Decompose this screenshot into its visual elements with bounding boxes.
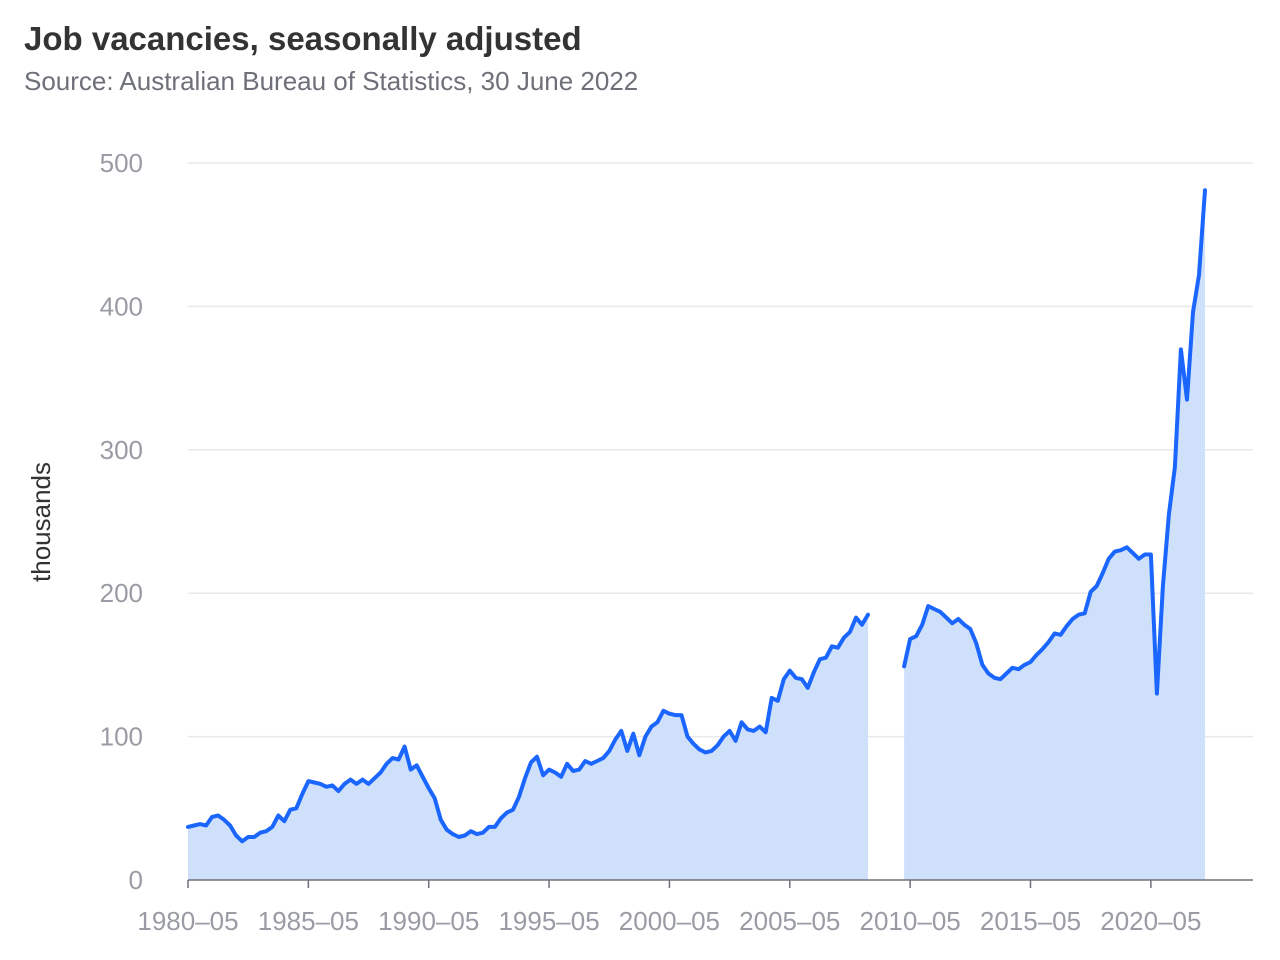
line-segment-2 bbox=[902, 188, 1207, 696]
y-axis-ticks: 0 100 200 300 400 500 bbox=[100, 148, 143, 895]
x-tick-label: 2015–05 bbox=[980, 906, 1081, 936]
y-tick-label: 0 bbox=[129, 865, 143, 895]
x-tick-label: 1990–05 bbox=[378, 906, 479, 936]
x-axis bbox=[187, 879, 1253, 888]
series-line bbox=[186, 188, 1207, 844]
y-tick-label: 200 bbox=[100, 578, 143, 608]
area-fill bbox=[188, 190, 1205, 880]
y-tick-label: 100 bbox=[100, 722, 143, 752]
y-tick-label: 400 bbox=[100, 291, 143, 321]
grid-lines bbox=[188, 162, 1253, 738]
chart-subtitle: Source: Australian Bureau of Statistics,… bbox=[24, 66, 639, 96]
chart-title: Job vacancies, seasonally adjusted bbox=[24, 20, 582, 57]
x-tick-label: 2000–05 bbox=[619, 906, 720, 936]
x-tick-label: 2010–05 bbox=[860, 906, 961, 936]
x-axis-ticks: 1980–05 1985–05 1990–05 1995–05 2000–05 2005–… bbox=[137, 906, 1201, 936]
x-tick-label: 1980–05 bbox=[137, 906, 238, 936]
area-segment-1 bbox=[188, 614, 868, 880]
y-tick-label: 500 bbox=[100, 148, 143, 178]
line-segment-1 bbox=[186, 612, 870, 844]
x-tick-label: 1985–05 bbox=[258, 906, 359, 936]
y-axis-label: thousands bbox=[26, 462, 56, 582]
x-tick-label: 2005–05 bbox=[739, 906, 840, 936]
x-tick-label: 1995–05 bbox=[498, 906, 599, 936]
x-tick-label: 2020–05 bbox=[1100, 906, 1201, 936]
area-segment-2 bbox=[904, 190, 1205, 880]
y-tick-label: 300 bbox=[100, 435, 143, 465]
